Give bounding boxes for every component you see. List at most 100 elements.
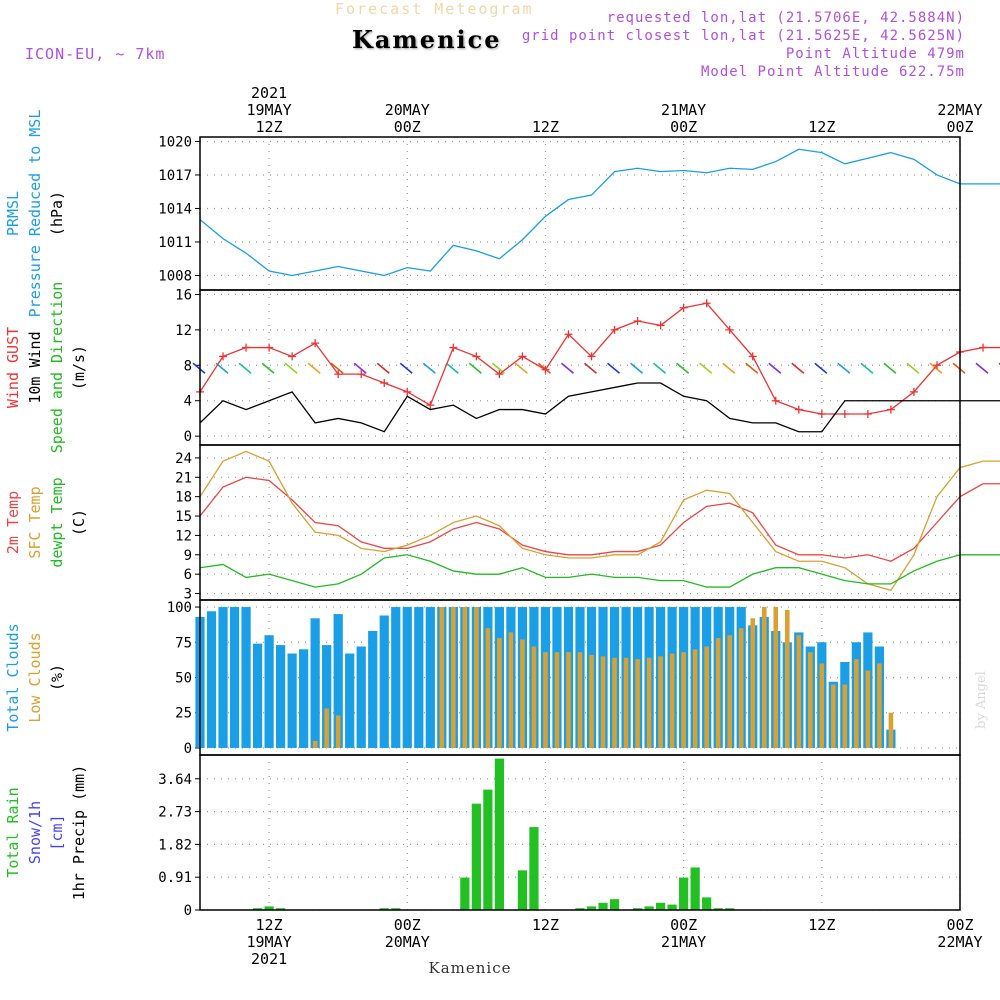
gust-marker bbox=[380, 379, 389, 387]
cloud-low-bar bbox=[877, 663, 882, 748]
bottom-time-label: 21MAY bbox=[661, 933, 706, 951]
wind-direction-arrow bbox=[929, 362, 943, 374]
cloud-total-bar bbox=[276, 645, 286, 748]
gust-marker bbox=[219, 352, 228, 361]
cloud-total-bar bbox=[299, 649, 309, 748]
gust-marker bbox=[610, 325, 619, 334]
panel-label: Snow/1h bbox=[26, 801, 44, 864]
panel-label: 2m Temp bbox=[4, 491, 22, 554]
cloud-low-bar bbox=[451, 607, 456, 748]
cloud-low-bar bbox=[865, 670, 871, 748]
y-tick-label: 8 bbox=[184, 358, 192, 374]
panel-label: Total Clouds bbox=[4, 623, 22, 731]
top-time-label: 21MAY bbox=[661, 101, 706, 119]
wind-direction-arrow bbox=[607, 362, 621, 374]
cloud-total-bar bbox=[206, 611, 217, 748]
y-tick-label: 15 bbox=[175, 509, 192, 525]
wind-direction-arrow bbox=[261, 362, 275, 374]
cloud-low-bar bbox=[888, 712, 894, 748]
y-tick-label: 9 bbox=[184, 548, 192, 564]
wind-direction-arrow bbox=[975, 362, 989, 374]
bottom-time-label: 12Z bbox=[808, 916, 835, 934]
panel-label: [cm] bbox=[48, 814, 66, 850]
gust-marker bbox=[817, 410, 826, 418]
wind-direction-arrow bbox=[399, 362, 413, 374]
panel-precip: 0 0.91 1.82 2.73 3.64 Total Rain Snow/1h [cm] 1h… bbox=[4, 754, 961, 919]
panel-frame bbox=[199, 136, 961, 291]
cloud-low-bar bbox=[854, 659, 859, 748]
cloud-low-bar bbox=[543, 652, 548, 748]
panel-frame bbox=[199, 444, 961, 601]
gust-marker bbox=[748, 352, 757, 361]
panel-label: (m/s) bbox=[70, 345, 88, 390]
wind-direction-arrow bbox=[445, 362, 459, 374]
bottom-time-label: 00Z bbox=[946, 916, 973, 934]
y-tick-label: 2.73 bbox=[158, 805, 192, 821]
gust-marker bbox=[426, 401, 435, 410]
model-altitude: Model Point Altitude 622.75m bbox=[700, 64, 965, 80]
precip-bar bbox=[276, 908, 286, 910]
y-tick-label: 1014 bbox=[158, 201, 192, 217]
precip-bar bbox=[690, 867, 700, 910]
panel-clouds: 0 25 50 75 100 Total Clouds Low Clouds (%) bbox=[4, 599, 961, 757]
panel-label: Wind GUST bbox=[4, 327, 22, 408]
cloud-low-bar bbox=[554, 652, 560, 748]
cloud-low-bar bbox=[646, 657, 652, 748]
cloud-low-bar bbox=[727, 635, 732, 748]
bottom-time-label: 22MAY bbox=[937, 933, 982, 951]
precip-bar bbox=[494, 758, 504, 910]
gust-marker bbox=[265, 343, 274, 352]
cloud-low-bar bbox=[497, 638, 502, 748]
y-tick-label: 3.64 bbox=[158, 772, 192, 788]
cloud-low-bar bbox=[462, 607, 468, 748]
wind-direction-arrow bbox=[468, 362, 482, 374]
cloud-low-bar bbox=[808, 652, 813, 748]
panel-frame bbox=[199, 754, 961, 911]
y-tick-label: 0 bbox=[184, 903, 192, 919]
gust-marker bbox=[909, 387, 918, 396]
cloud-low-bar bbox=[566, 652, 571, 748]
wind-direction-arrow bbox=[514, 362, 528, 374]
gust-marker bbox=[518, 352, 527, 361]
precip-bar bbox=[471, 803, 481, 910]
cloud-total-bar bbox=[425, 607, 435, 748]
wind-direction-arrow bbox=[630, 362, 644, 374]
gridpoint-coords: grid point closest lon,lat (21.5625E, 42… bbox=[521, 28, 965, 44]
wind-direction-arrow bbox=[422, 362, 436, 374]
wind-direction-arrow bbox=[837, 362, 851, 374]
panel-wind: 0 4 8 12 16 Wind GUST 10m Wind Speed and Direct… bbox=[4, 282, 1000, 453]
cloud-total-bar bbox=[241, 607, 251, 748]
series-prmsl bbox=[199, 148, 1000, 277]
precip-bar bbox=[702, 897, 712, 910]
y-tick-label: 1008 bbox=[158, 268, 192, 284]
bottom-time-label: 00Z bbox=[670, 916, 697, 934]
y-tick-label: 1017 bbox=[158, 168, 192, 184]
precip-bar bbox=[483, 789, 493, 910]
y-tick-label: 0 bbox=[184, 429, 192, 445]
bottom-time-label: 20MAY bbox=[385, 933, 430, 951]
cloud-low-bar bbox=[796, 635, 802, 748]
wind-direction-arrow bbox=[814, 362, 828, 374]
bottom-time-label: 2021 bbox=[251, 950, 287, 968]
panel-label: (%) bbox=[48, 664, 66, 691]
precip-bar bbox=[517, 870, 528, 910]
top-time-label: 00Z bbox=[946, 118, 973, 136]
wind-direction-arrow bbox=[791, 362, 805, 374]
y-tick-label: 21 bbox=[175, 470, 192, 486]
cloud-total-bar bbox=[264, 635, 274, 748]
wind-direction-arrow bbox=[238, 362, 252, 374]
cloud-low-bar bbox=[842, 684, 848, 748]
gust-marker bbox=[357, 370, 366, 379]
series-10m-wind bbox=[199, 382, 1000, 433]
wind-direction-arrow bbox=[952, 362, 966, 374]
precip-bar bbox=[460, 877, 470, 910]
gust-marker bbox=[863, 410, 872, 418]
cloud-low-bar bbox=[508, 632, 514, 748]
requested-coords: requested lon,lat (21.5706E, 42.5884N) bbox=[606, 10, 965, 26]
y-tick-label: 18 bbox=[175, 490, 192, 506]
cloud-total-bar bbox=[402, 607, 412, 748]
panel-label: (hPa) bbox=[48, 191, 66, 236]
cloud-total-bar bbox=[287, 653, 297, 748]
panel-label: Pressure Reduced to MSL bbox=[26, 110, 44, 318]
